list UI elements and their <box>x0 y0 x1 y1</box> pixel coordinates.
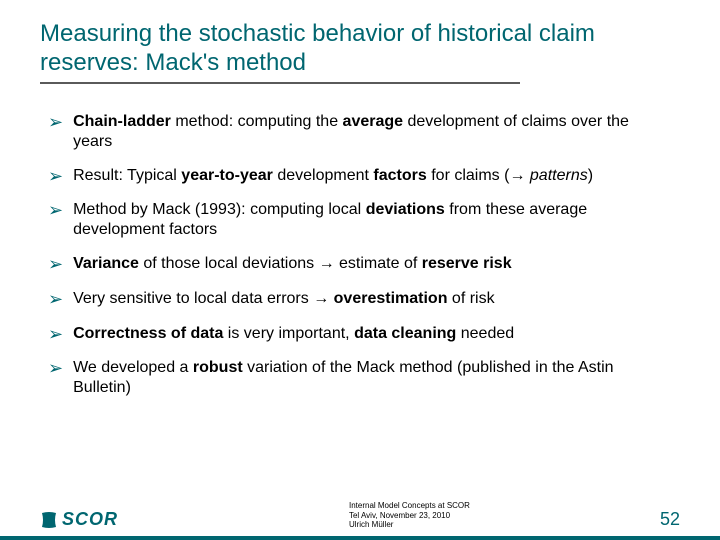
footer-meta-line: Internal Model Concepts at SCOR <box>349 501 549 511</box>
bullet-arrow-icon: ➢ <box>48 289 63 310</box>
bullet-item: ➢ Chain-ladder method: computing the aver… <box>48 112 660 152</box>
footer: SCOR Internal Model Concepts at SCOR Tel… <box>40 501 680 530</box>
bullet-item: ➢ Result: Typical year-to-year developmen… <box>48 166 660 187</box>
title-block: Measuring the stochastic behavior of his… <box>40 20 680 84</box>
bullet-text: Variance of those local deviations → est… <box>73 254 660 274</box>
logo-icon <box>40 511 58 529</box>
footer-meta-line: Tel Aviv, November 23, 2010 <box>349 511 549 521</box>
bullet-item: ➢ Variance of those local deviations → es… <box>48 254 660 275</box>
bullet-arrow-icon: ➢ <box>48 200 63 221</box>
bullet-item: ➢ Method by Mack (1993): computing local … <box>48 200 660 240</box>
bullet-text: Method by Mack (1993): computing local d… <box>73 200 660 240</box>
bullet-text: Correctness of data is very important, d… <box>73 324 660 344</box>
bullet-text: Very sensitive to local data errors → ov… <box>73 289 660 309</box>
bullet-text: Chain-ladder method: computing the avera… <box>73 112 660 152</box>
bullet-arrow-icon: ➢ <box>48 358 63 379</box>
slide-title: Measuring the stochastic behavior of his… <box>40 20 680 78</box>
title-underline <box>40 82 520 84</box>
logo-text: SCOR <box>62 509 118 530</box>
bullet-arrow-icon: ➢ <box>48 112 63 133</box>
logo: SCOR <box>40 509 118 530</box>
bullet-item: ➢ We developed a robust variation of the … <box>48 358 660 398</box>
slide: Measuring the stochastic behavior of his… <box>0 0 720 540</box>
bullet-arrow-icon: ➢ <box>48 324 63 345</box>
bottom-accent-bar <box>0 536 720 540</box>
bullet-arrow-icon: ➢ <box>48 254 63 275</box>
bullet-item: ➢ Correctness of data is very important, … <box>48 324 660 345</box>
bullet-text: We developed a robust variation of the M… <box>73 358 660 398</box>
footer-meta: Internal Model Concepts at SCOR Tel Aviv… <box>349 501 549 530</box>
page-number: 52 <box>660 509 680 530</box>
bullet-item: ➢ Very sensitive to local data errors → o… <box>48 289 660 310</box>
bullet-text: Result: Typical year-to-year development… <box>73 166 660 186</box>
bullet-arrow-icon: ➢ <box>48 166 63 187</box>
footer-meta-line: Ulrich Müller <box>349 520 549 530</box>
bullet-list: ➢ Chain-ladder method: computing the aver… <box>40 112 680 399</box>
